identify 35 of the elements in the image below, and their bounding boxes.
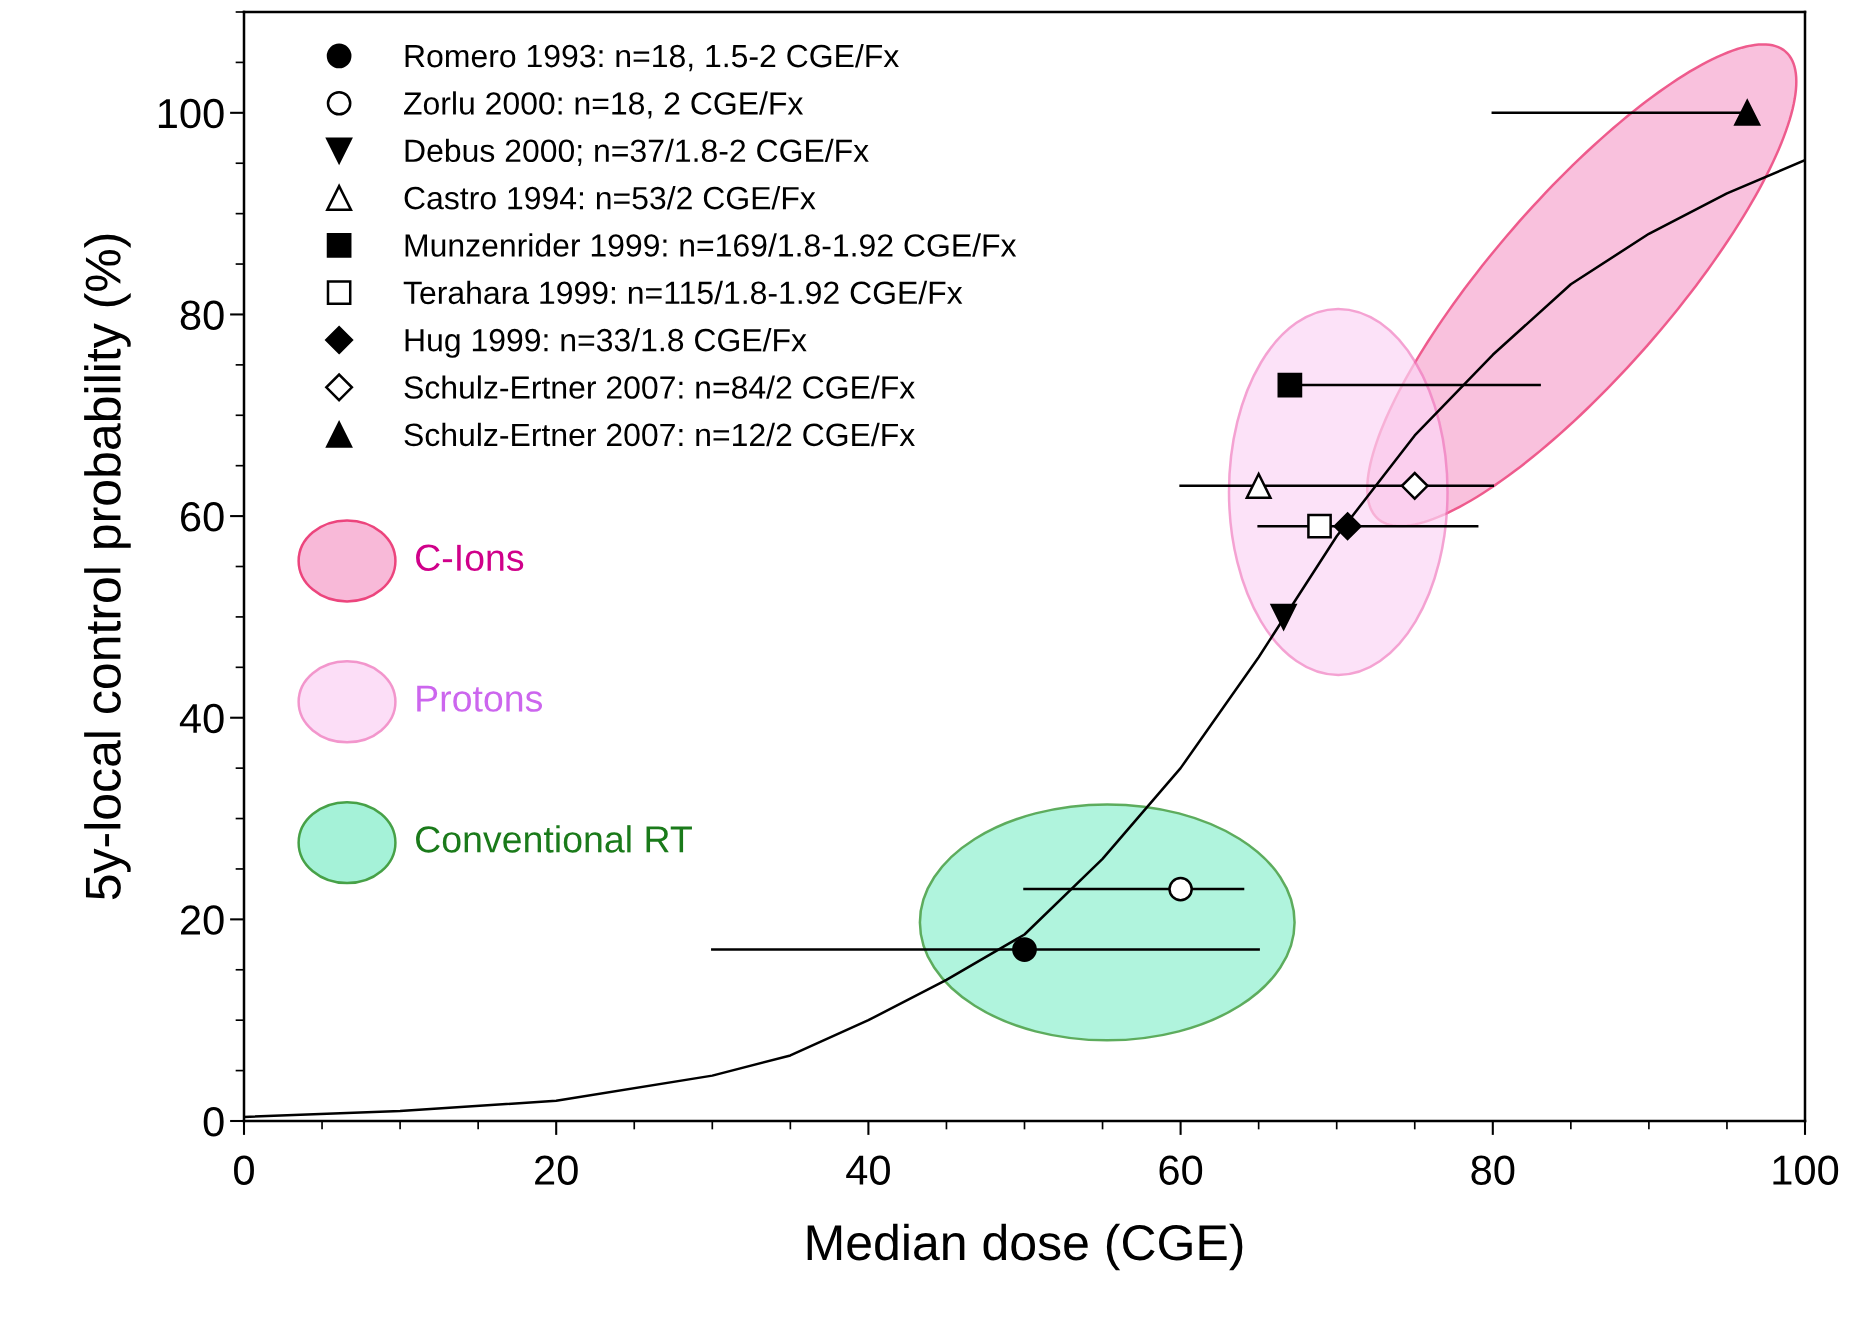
point <box>1277 372 1303 398</box>
point <box>1245 472 1272 499</box>
legend-label: Castro 1994: n=53/2 CGE/Fx <box>404 185 816 210</box>
legend-label: Schulz-Ertner 2007: n=12/2 CGE/Fx <box>404 422 915 447</box>
y-tick-label: 20 <box>181 905 224 935</box>
legend-label: Munzenrider 1999: n=169/1.8-1.92 CGE/Fx <box>405 233 1017 257</box>
point <box>1307 513 1332 539</box>
x-axis-title: Median dose (CGE) <box>807 1223 1243 1271</box>
y-tick-label: 100 <box>158 98 224 129</box>
legend-label: Romero 1993: n=18, 1.5-2 CGE/Fx <box>405 43 899 72</box>
point <box>1400 471 1429 500</box>
legend-label: Debus 2000; n=37/1.8-2 CGE/Fx <box>405 138 869 166</box>
legend-label: Terahara 1999: n=115/1.8-1.92 CGE/Fx <box>403 280 963 305</box>
legend-label: Zorlu 2000: n=18, 2 CGE/Fx <box>404 91 804 119</box>
y-tick-label: 40 <box>179 703 224 734</box>
x-tick-label: 80 <box>1471 1155 1515 1185</box>
x-tick-label: 100 <box>1773 1155 1839 1185</box>
x-tick-label: 40 <box>846 1155 890 1185</box>
point <box>1168 876 1193 902</box>
x-tick-label: 0 <box>234 1155 254 1185</box>
legend-label: Hug 1999: n=33/1.8 CGE/Fx <box>405 328 807 358</box>
x-tick-label: 20 <box>535 1155 578 1185</box>
annotation: C-Ions <box>416 544 524 572</box>
point <box>1333 512 1362 541</box>
y-axis-title: 5y-local control probability (%) <box>84 234 131 900</box>
annotation: Protons <box>417 685 543 712</box>
point <box>1012 937 1037 962</box>
annotation: Conventional RT <box>416 825 692 853</box>
y-tick-label: 80 <box>180 300 224 330</box>
y-tick-label: 0 <box>203 1107 224 1137</box>
legend-label: Schulz-Ertner 2007: n=84/2 CGE/Fx <box>404 375 915 399</box>
point <box>1270 603 1297 630</box>
x-tick-label: 60 <box>1159 1155 1203 1185</box>
y-tick-label: 60 <box>181 502 224 532</box>
point <box>1734 99 1761 126</box>
